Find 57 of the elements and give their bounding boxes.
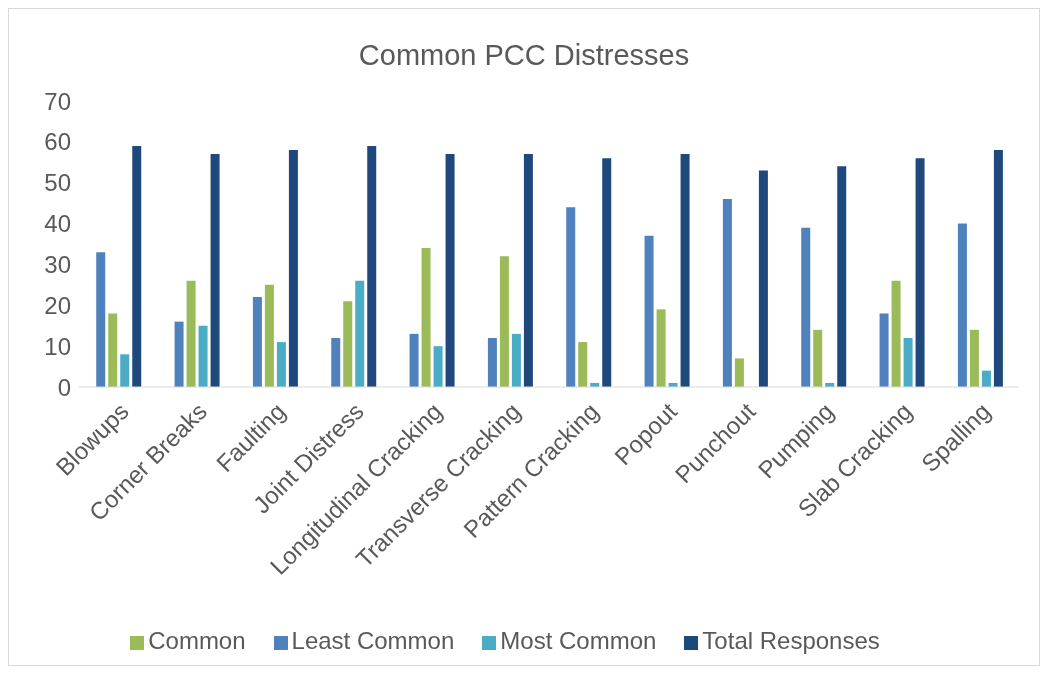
bar <box>210 154 220 387</box>
bar <box>409 333 419 387</box>
bar <box>132 145 142 387</box>
bar <box>264 284 274 387</box>
bar <box>722 199 732 387</box>
bar <box>511 333 521 387</box>
y-tick-label: 70 <box>44 87 71 115</box>
legend-label: Total Responses <box>702 627 880 654</box>
bar <box>186 280 196 387</box>
bar <box>499 256 509 387</box>
bar <box>367 145 377 387</box>
bar <box>891 280 901 387</box>
y-tick-label: 0 <box>57 373 71 401</box>
bar <box>445 154 455 387</box>
legend-label: Least Common <box>291 627 455 654</box>
bar <box>96 252 106 387</box>
legend-label: Common <box>148 627 246 654</box>
chart-title: Common PCC Distresses <box>357 39 691 73</box>
y-tick-label: 50 <box>44 169 71 197</box>
bar <box>758 170 768 387</box>
bar <box>120 354 130 387</box>
y-tick-label: 60 <box>44 128 71 156</box>
y-tick-label: 20 <box>44 291 71 319</box>
y-tick-label: 30 <box>44 250 71 278</box>
bar <box>602 158 612 387</box>
y-tick-label: 10 <box>44 332 71 360</box>
bar <box>969 329 979 387</box>
bar <box>879 313 889 387</box>
bar <box>566 207 576 387</box>
bar <box>680 154 690 387</box>
bar <box>915 158 925 387</box>
bar <box>174 321 184 387</box>
bar <box>288 150 298 387</box>
bar <box>813 329 823 387</box>
bar <box>957 223 967 387</box>
bar <box>644 235 654 387</box>
bar <box>487 337 497 387</box>
bar <box>801 227 811 387</box>
bar <box>578 342 588 387</box>
bar <box>276 342 286 387</box>
bar <box>903 337 913 387</box>
bar <box>734 358 744 387</box>
bar <box>523 154 533 387</box>
bar <box>198 325 208 387</box>
bar <box>355 280 365 387</box>
bar <box>421 248 431 387</box>
bar <box>837 166 847 387</box>
bar <box>343 301 353 387</box>
y-tick-label: 40 <box>44 210 71 238</box>
bar <box>993 150 1003 387</box>
legend-label: Most Common <box>500 627 657 654</box>
bar <box>656 309 666 387</box>
bar <box>331 337 341 387</box>
bar <box>108 313 118 387</box>
bar <box>433 346 443 387</box>
bar <box>981 370 991 387</box>
bar <box>252 297 262 387</box>
